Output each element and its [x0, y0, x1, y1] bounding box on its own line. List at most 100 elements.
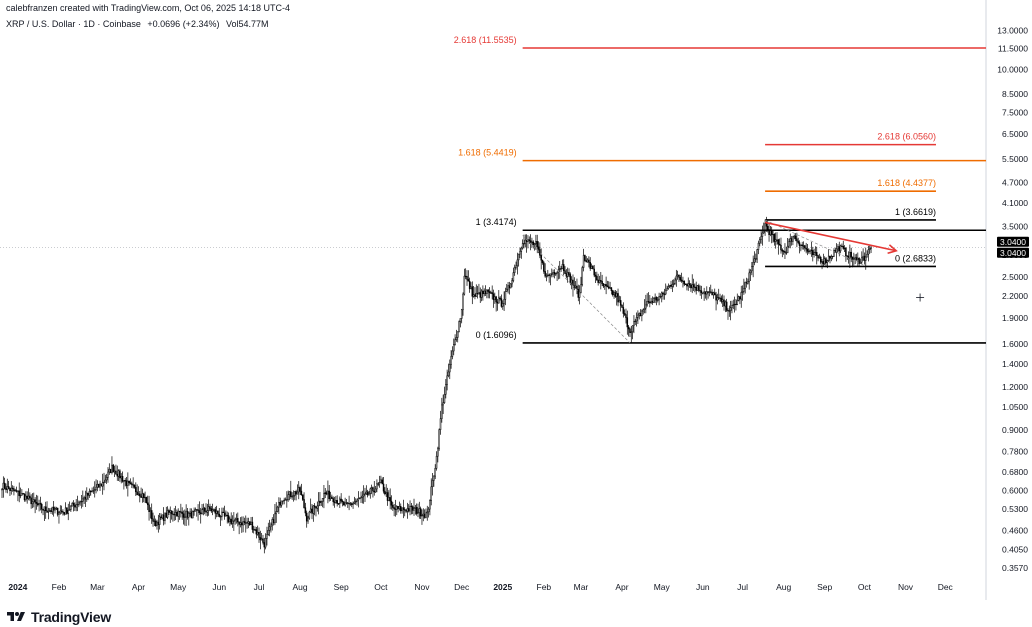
y-tick-label: 6.5000 [1002, 129, 1028, 139]
x-tick-label: Nov [898, 582, 914, 592]
candle-body [684, 283, 687, 285]
candle-body [221, 511, 223, 517]
candle-body [664, 289, 667, 295]
fib-level-label: 2.618 (11.5535) [454, 35, 517, 45]
candle-body [25, 495, 27, 501]
candle-body [759, 239, 761, 244]
candle-body [712, 292, 715, 296]
candle-body [613, 292, 615, 295]
candle-body [117, 470, 120, 477]
candle-body [674, 279, 676, 284]
candle-body [311, 508, 313, 514]
candle-body [210, 508, 213, 512]
candle-body [818, 256, 821, 259]
candle-body [278, 502, 280, 508]
candle-body [360, 497, 362, 499]
candle-body [670, 284, 672, 287]
candle-body [745, 281, 748, 284]
candle-body [523, 243, 525, 245]
candle-body [609, 287, 611, 289]
price-tag [997, 236, 1029, 247]
candle-body [451, 350, 454, 357]
candle-body [728, 310, 731, 312]
candle-body [407, 508, 410, 512]
candle-body [588, 259, 590, 263]
candle-body [290, 491, 292, 497]
y-tick-label: 5.5000 [1002, 154, 1028, 164]
candle-body [148, 504, 150, 512]
candle-body [611, 290, 614, 295]
candle-body [343, 501, 345, 506]
candle-body [863, 255, 866, 261]
candle-body [463, 275, 466, 295]
y-tick-label: 13.0000 [997, 25, 1028, 35]
candle-body [690, 284, 692, 289]
candle-body [467, 279, 470, 282]
candle-body [115, 470, 117, 475]
candle-body [87, 492, 89, 496]
candle-body [88, 490, 91, 496]
candle-body [72, 503, 75, 506]
x-tick-label: 2024 [8, 582, 27, 592]
candle-body [109, 468, 112, 473]
candle-body [442, 402, 444, 406]
candle-body [201, 509, 203, 514]
x-tick-label: Mar [574, 582, 589, 592]
candle-body [211, 509, 214, 512]
candle-body [491, 292, 493, 295]
candle-body [548, 274, 550, 276]
candle-body [369, 488, 372, 494]
candle-body [146, 502, 149, 506]
dashed-guide-line [764, 219, 865, 266]
candle-body [113, 470, 116, 473]
candle-body [291, 496, 293, 498]
candle-body [535, 241, 537, 244]
candle-body [234, 519, 236, 522]
candle-body [215, 510, 218, 514]
candle-body [870, 247, 872, 249]
y-tick-label: 0.6000 [1002, 486, 1028, 496]
candle-body [345, 502, 348, 504]
candles-group [1, 216, 872, 554]
candle-body [96, 483, 99, 488]
tradingview-logo[interactable]: TradingView [6, 608, 111, 626]
candle-body [552, 272, 554, 275]
candle-body [275, 511, 277, 515]
candle-body [339, 498, 341, 504]
candle-body [280, 500, 283, 506]
candle-body [696, 285, 699, 291]
fib-level-label: 1 (3.6619) [895, 207, 936, 217]
candle-body [323, 493, 325, 499]
candle-body [76, 504, 79, 506]
candle-body [366, 491, 369, 496]
candle-body [666, 288, 668, 291]
candle-body [686, 284, 688, 287]
candle-body [805, 247, 807, 250]
candle-body [422, 513, 425, 516]
candle-body [792, 236, 794, 242]
candle-body [332, 498, 334, 502]
candle-body [136, 491, 138, 495]
trend-arrow-head [887, 244, 898, 255]
candle-body [606, 285, 609, 288]
candle-body [851, 256, 854, 260]
candle-body [691, 284, 693, 289]
x-tick-label: Sep [817, 582, 832, 592]
candle-body [553, 272, 556, 275]
candle-body [48, 510, 51, 512]
candle-body [150, 510, 153, 520]
candle-body [433, 475, 435, 481]
candle-body [350, 503, 353, 505]
candle-body [765, 223, 768, 227]
candle-body [18, 490, 20, 496]
candle-body [90, 490, 92, 493]
y-tick-label: 0.4600 [1002, 525, 1028, 535]
candle-body [364, 493, 366, 495]
candle-body [161, 514, 164, 519]
candle-body [789, 238, 792, 243]
candle-body [694, 286, 696, 288]
candle-body [809, 249, 811, 252]
candle-body [66, 507, 68, 514]
candle-body [353, 501, 356, 504]
